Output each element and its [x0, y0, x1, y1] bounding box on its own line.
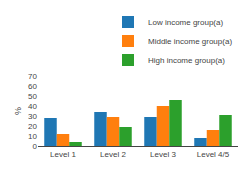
svg-text:Low income group(a): Low income group(a)	[148, 18, 223, 27]
svg-text:70: 70	[28, 72, 37, 81]
svg-text:20: 20	[28, 122, 37, 131]
svg-text:Middle income group(a): Middle income group(a)	[148, 37, 232, 46]
svg-text:High income group(a): High income group(a)	[148, 56, 225, 65]
svg-text:60: 60	[28, 82, 37, 91]
svg-text:Level 4/5: Level 4/5	[197, 150, 230, 159]
svg-text:30: 30	[28, 112, 37, 121]
svg-text:10: 10	[28, 132, 37, 141]
svg-text:%: %	[13, 107, 23, 115]
svg-text:Level 3: Level 3	[150, 150, 176, 159]
svg-text:0: 0	[33, 142, 38, 151]
svg-text:Level 1: Level 1	[50, 150, 76, 159]
svg-text:50: 50	[28, 92, 37, 101]
svg-text:40: 40	[28, 102, 37, 111]
svg-text:Level 2: Level 2	[100, 150, 126, 159]
